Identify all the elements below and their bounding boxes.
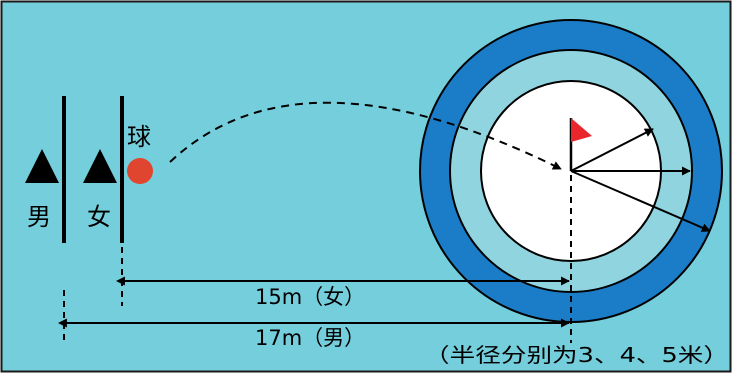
ball-trajectory [169, 101, 562, 170]
radius-note: （半径分别为3、4、5米） [424, 343, 729, 367]
male-distance-label: 17m（男） [255, 326, 365, 350]
radius-arrow-5m [570, 170, 711, 232]
radius-arrow-3m [570, 128, 654, 172]
female-distance-label: 15m（女） [255, 285, 365, 309]
flag-icon [569, 118, 592, 171]
male-triangle-icon [25, 149, 59, 183]
ball [127, 158, 153, 184]
male-label: 男 [27, 203, 51, 231]
female-label: 女 [87, 203, 111, 231]
ball-label: 球 [127, 123, 151, 151]
female-triangle-icon [83, 149, 117, 183]
